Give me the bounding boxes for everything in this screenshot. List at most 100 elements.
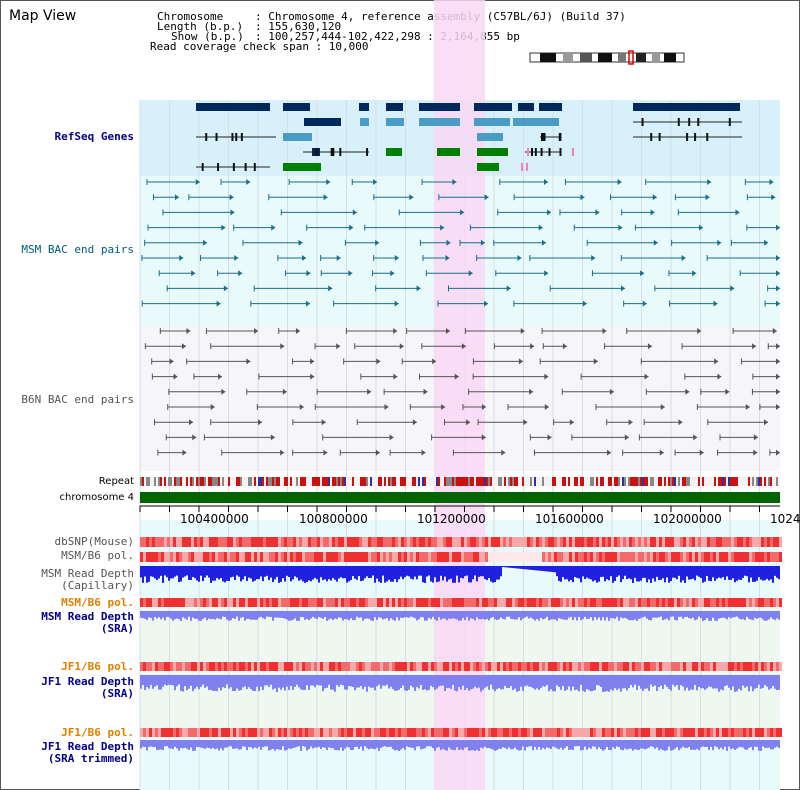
repeat-element xyxy=(760,477,762,486)
heat-cell xyxy=(560,537,563,547)
track-label-b6n-bac[interactable]: B6N BAC end pairs xyxy=(21,393,134,406)
heat-cell xyxy=(605,552,608,562)
depth-bar xyxy=(660,611,662,617)
depth-bar xyxy=(580,611,582,621)
msm-bac-pair xyxy=(713,300,718,307)
depth-bar xyxy=(766,740,768,748)
depth-bar xyxy=(166,566,168,578)
depth-bar xyxy=(562,675,564,686)
depth-bar xyxy=(438,740,440,748)
track-label-msm-bac[interactable]: MSM BAC end pairs xyxy=(21,243,134,256)
depth-bar xyxy=(674,611,676,621)
depth-bar xyxy=(294,675,296,687)
heat-cell xyxy=(386,598,389,607)
repeat-element xyxy=(364,477,366,486)
depth-bar xyxy=(492,611,494,617)
depth-bar xyxy=(486,611,488,619)
depth-bar xyxy=(218,740,220,751)
depth-bar xyxy=(652,675,654,687)
heat-cell xyxy=(404,598,407,607)
depth-bar xyxy=(470,611,472,619)
track-label-dbsnp[interactable]: dbSNP(Mouse) xyxy=(54,535,134,548)
depth-bar xyxy=(736,611,738,617)
heat-cell xyxy=(323,728,326,737)
depth-bar xyxy=(202,566,204,582)
selected-region-highlight[interactable] xyxy=(434,0,485,790)
depth-bar xyxy=(262,740,264,748)
b6n-bac-pair xyxy=(299,404,304,410)
repeat-element xyxy=(458,477,460,486)
b6n-bac-pair xyxy=(182,449,187,456)
track-label-jf1-depth-trimmed[interactable]: JF1 Read Depth xyxy=(41,740,134,753)
track-label-repeat[interactable]: Repeat xyxy=(98,476,134,487)
depth-bar xyxy=(240,675,242,691)
depth-bar xyxy=(720,675,722,690)
heat-cell xyxy=(719,537,722,547)
heat-cell xyxy=(677,552,680,562)
heat-cell xyxy=(461,662,464,671)
depth-bar xyxy=(662,740,664,751)
heat-cell xyxy=(383,662,386,671)
heat-cell xyxy=(689,552,692,562)
depth-bar xyxy=(524,740,526,751)
heat-cell xyxy=(563,662,566,671)
chromosome-ideogram[interactable] xyxy=(529,50,685,65)
depth-bar xyxy=(704,611,706,621)
heat-cell xyxy=(479,552,482,562)
depth-bar xyxy=(554,611,556,620)
depth-bar xyxy=(650,675,652,685)
depth-bar xyxy=(424,675,426,690)
b6n-bac-pair xyxy=(776,404,780,410)
track-label-chromosome[interactable]: chromosome 4 xyxy=(59,492,134,503)
track-label-msm-b6-pol[interactable]: MSM/B6 pol. xyxy=(61,549,134,562)
depth-bar xyxy=(776,740,778,747)
heat-cell xyxy=(206,662,209,671)
heat-cell xyxy=(458,598,461,607)
track-label-jf1-depth[interactable]: JF1 Read Depth xyxy=(41,675,134,688)
msm-bac-pair xyxy=(230,209,235,216)
depth-bar xyxy=(362,675,364,690)
depth-bar xyxy=(582,675,584,691)
depth-bar xyxy=(194,566,196,579)
heat-cell xyxy=(290,552,293,562)
heat-cell xyxy=(587,728,590,737)
depth-bar xyxy=(750,740,752,747)
depth-bar xyxy=(196,611,198,619)
depth-bar xyxy=(660,740,662,749)
depth-bar xyxy=(282,675,284,688)
depth-bar xyxy=(716,740,718,748)
depth-bar xyxy=(496,675,498,690)
heat-cell xyxy=(308,598,311,607)
depth-bar xyxy=(428,675,430,690)
repeat-element xyxy=(714,477,716,486)
gene-exon xyxy=(231,133,234,141)
depth-bar xyxy=(534,566,536,571)
depth-bar xyxy=(426,566,428,577)
repeat-element xyxy=(270,477,272,486)
depth-bar xyxy=(726,740,728,751)
track-label-msm-depth-capillary[interactable]: MSM Read Depth xyxy=(41,567,134,580)
heat-cell xyxy=(581,598,584,607)
repeat-element xyxy=(142,477,144,486)
heat-cell xyxy=(719,598,722,607)
depth-bar xyxy=(422,566,424,583)
heat-cell xyxy=(146,598,149,607)
heat-cell xyxy=(524,537,527,547)
track-label-msm-depth-sra[interactable]: MSM Read Depth xyxy=(41,610,134,623)
repeat-element xyxy=(254,477,256,486)
heat-cell xyxy=(344,598,347,607)
heat-cell xyxy=(329,598,332,607)
heat-cell xyxy=(668,728,671,737)
track-label-refseq[interactable]: RefSeq Genes xyxy=(54,130,134,143)
heat-cell xyxy=(713,537,716,547)
track-label-jf1-b6-pol[interactable]: JF1/B6 pol. xyxy=(61,660,134,673)
b6n-bac-pair xyxy=(753,434,758,441)
heat-cell xyxy=(173,728,176,737)
heat-cell xyxy=(287,598,290,607)
heat-cell xyxy=(164,552,167,562)
track-label-msm-b6-pol-sra[interactable]: MSM/B6 pol. xyxy=(61,596,134,609)
msm-bac-pair xyxy=(717,239,722,246)
depth-bar xyxy=(740,566,742,581)
track-label-jf1-b6-pol-trimmed[interactable]: JF1/B6 pol. xyxy=(61,726,134,739)
depth-bar xyxy=(550,740,552,749)
